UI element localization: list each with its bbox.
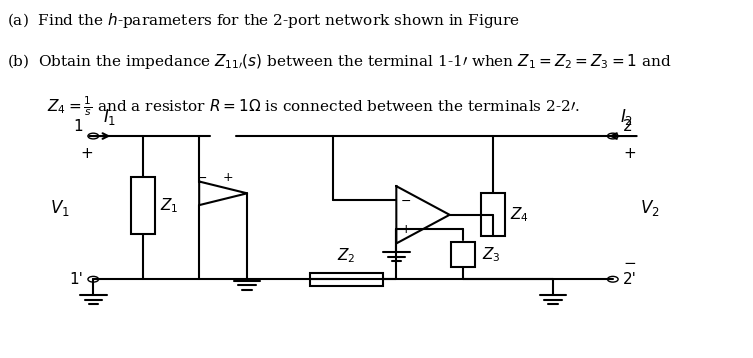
- Text: $-$: $-$: [400, 194, 411, 207]
- Text: $+$: $+$: [623, 146, 636, 161]
- Text: $+$: $+$: [80, 146, 93, 161]
- Text: 2': 2': [623, 272, 637, 287]
- Bar: [481, 193, 505, 236]
- Text: 1': 1': [69, 272, 84, 287]
- Text: $V_2$: $V_2$: [639, 198, 660, 218]
- Text: $Z_4$: $Z_4$: [510, 205, 529, 224]
- Text: $+$: $+$: [222, 171, 233, 184]
- Text: $-$: $-$: [196, 171, 207, 184]
- Text: $+$: $+$: [400, 223, 411, 236]
- Text: $V_1$: $V_1$: [50, 198, 70, 218]
- Text: $I_2$: $I_2$: [620, 107, 633, 127]
- Text: 2: 2: [623, 119, 633, 134]
- Text: 1: 1: [74, 119, 84, 134]
- Text: $I_1$: $I_1$: [103, 107, 117, 127]
- Text: $Z_2$: $Z_2$: [337, 246, 355, 265]
- Text: $Z_4 = \frac{1}{s}$ and a resistor $R = 1\Omega$ is connected between the termin: $Z_4 = \frac{1}{s}$ and a resistor $R = …: [47, 95, 579, 118]
- Bar: [451, 242, 475, 267]
- Text: (b)  Obtain the impedance $Z_{11\prime}(s)$ between the terminal 1-1$\prime$ whe: (b) Obtain the impedance $Z_{11\prime}(s…: [7, 52, 672, 71]
- Bar: [309, 273, 383, 286]
- Text: $-$: $-$: [623, 254, 636, 269]
- Text: $Z_3$: $Z_3$: [482, 245, 500, 263]
- Text: (a)  Find the $h$-parameters for the 2-port network shown in Figure: (a) Find the $h$-parameters for the 2-po…: [7, 11, 520, 30]
- Text: $Z_1$: $Z_1$: [160, 197, 178, 215]
- Bar: [131, 177, 155, 234]
